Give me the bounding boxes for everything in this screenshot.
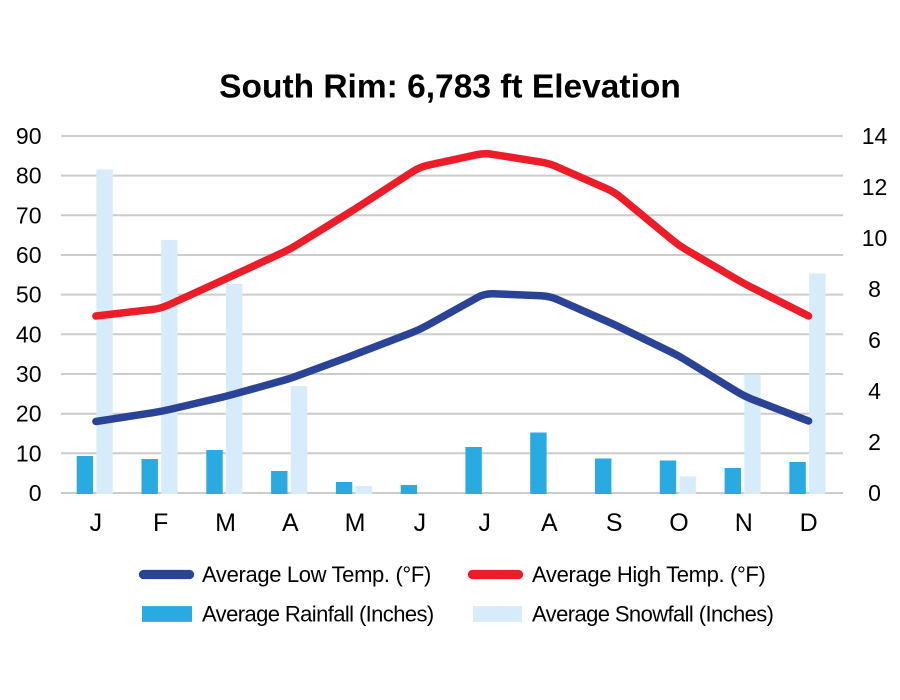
svg-text:90: 90 bbox=[16, 123, 42, 149]
svg-text:N: N bbox=[735, 509, 753, 537]
svg-text:S: S bbox=[606, 509, 623, 537]
svg-text:30: 30 bbox=[16, 361, 42, 387]
svg-text:M: M bbox=[215, 509, 236, 537]
svg-text:20: 20 bbox=[16, 401, 42, 427]
svg-text:South Rim: 6,783 ft Elevation: South Rim: 6,783 ft Elevation bbox=[219, 69, 681, 106]
svg-text:A: A bbox=[282, 509, 299, 537]
svg-text:Average Rainfall (Inches): Average Rainfall (Inches) bbox=[202, 602, 434, 627]
svg-text:14: 14 bbox=[862, 123, 888, 149]
svg-text:Average High Temp. (°F): Average High Temp. (°F) bbox=[532, 562, 765, 587]
svg-text:0: 0 bbox=[868, 480, 881, 506]
svg-text:10: 10 bbox=[862, 225, 888, 251]
svg-text:J: J bbox=[90, 509, 103, 537]
svg-text:A: A bbox=[541, 509, 558, 537]
svg-text:40: 40 bbox=[16, 321, 42, 347]
svg-text:Average Snowfall (Inches): Average Snowfall (Inches) bbox=[532, 602, 773, 627]
svg-text:10: 10 bbox=[16, 440, 42, 466]
svg-text:12: 12 bbox=[862, 174, 888, 200]
svg-text:M: M bbox=[345, 509, 366, 537]
svg-text:70: 70 bbox=[16, 202, 42, 228]
svg-text:F: F bbox=[153, 509, 168, 537]
svg-text:Average Low Temp. (°F): Average Low Temp. (°F) bbox=[202, 562, 431, 587]
svg-text:J: J bbox=[478, 509, 491, 537]
svg-text:D: D bbox=[800, 509, 818, 537]
svg-text:0: 0 bbox=[29, 480, 42, 506]
svg-text:O: O bbox=[669, 509, 688, 537]
svg-text:2: 2 bbox=[868, 429, 881, 455]
svg-text:80: 80 bbox=[16, 163, 42, 189]
svg-text:50: 50 bbox=[16, 282, 42, 308]
svg-text:J: J bbox=[414, 509, 427, 537]
svg-text:6: 6 bbox=[868, 327, 881, 353]
svg-text:8: 8 bbox=[868, 276, 881, 302]
svg-text:60: 60 bbox=[16, 242, 42, 268]
svg-text:4: 4 bbox=[868, 378, 881, 404]
